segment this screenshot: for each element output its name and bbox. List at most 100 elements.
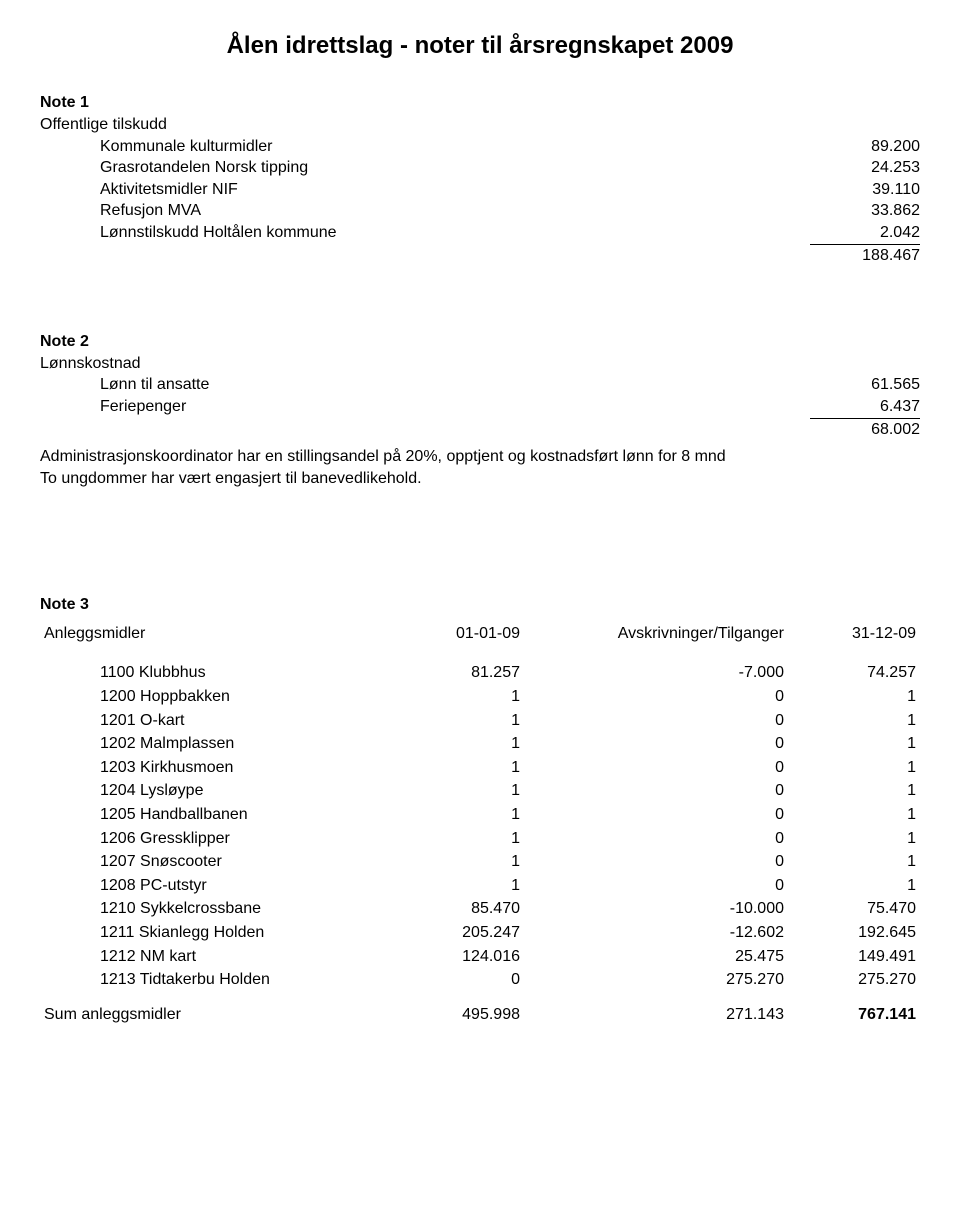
asset-name: 1213 Tidtakerbu Holden	[40, 968, 392, 992]
asset-value-b: 0	[524, 803, 788, 827]
asset-value-b: 0	[524, 709, 788, 733]
asset-value-a: 1	[392, 756, 524, 780]
table-row: 1204 Lysløype 1 0 1	[40, 779, 920, 803]
asset-value-c: 1	[788, 732, 920, 756]
asset-name: 1205 Handballbanen	[40, 803, 392, 827]
asset-value-c: 75.470	[788, 897, 920, 921]
row-label: Lønn til ansatte	[100, 374, 810, 396]
note1-rows: Kommunale kulturmidler 89.200 Grasrotand…	[40, 136, 920, 244]
asset-value-b: 275.270	[524, 968, 788, 992]
note1-row: Lønnstilskudd Holtålen kommune 2.042	[40, 222, 920, 244]
col-header: 31-12-09	[788, 622, 920, 646]
table-row: 1202 Malmplassen 1 0 1	[40, 732, 920, 756]
asset-name: 1202 Malmplassen	[40, 732, 392, 756]
note1-row: Refusjon MVA 33.862	[40, 200, 920, 222]
row-value: 61.565	[810, 374, 920, 396]
row-value: 24.253	[810, 157, 920, 179]
note3-asset-rows: 1100 Klubbhus 81.257 -7.000 74.257 1200 …	[40, 661, 920, 991]
note2-row: Lønn til ansatte 61.565	[40, 374, 920, 396]
asset-value-a: 81.257	[392, 661, 524, 685]
asset-name: 1211 Skianlegg Holden	[40, 921, 392, 945]
asset-name: 1203 Kirkhusmoen	[40, 756, 392, 780]
note1-subheading: Offentlige tilskudd	[40, 114, 920, 136]
note3-table: Anleggsmidler 01-01-09 Avskrivninger/Til…	[40, 622, 920, 1027]
asset-value-b: 0	[524, 874, 788, 898]
sum-c: 767.141	[788, 992, 920, 1027]
table-row: 1100 Klubbhus 81.257 -7.000 74.257	[40, 661, 920, 685]
row-label: Grasrotandelen Norsk tipping	[100, 157, 810, 179]
asset-value-b: -7.000	[524, 661, 788, 685]
table-row: 1200 Hoppbakken 1 0 1	[40, 685, 920, 709]
row-label: Aktivitetsmidler NIF	[100, 179, 810, 201]
asset-value-c: 1	[788, 756, 920, 780]
row-value: 89.200	[810, 136, 920, 158]
table-row: 1206 Gressklipper 1 0 1	[40, 827, 920, 851]
asset-value-a: 1	[392, 827, 524, 851]
asset-name: 1207 Snøscooter	[40, 850, 392, 874]
note2-total: 68.002	[40, 418, 920, 441]
asset-value-c: 192.645	[788, 921, 920, 945]
note1-row: Grasrotandelen Norsk tipping 24.253	[40, 157, 920, 179]
asset-name: 1212 NM kart	[40, 945, 392, 969]
table-row: 1212 NM kart 124.016 25.475 149.491	[40, 945, 920, 969]
note2-subheading: Lønnskostnad	[40, 353, 920, 375]
asset-value-c: 1	[788, 685, 920, 709]
table-row: 1205 Handballbanen 1 0 1	[40, 803, 920, 827]
note1-total: 188.467	[40, 244, 920, 267]
col-header: Avskrivninger/Tilganger	[524, 622, 788, 646]
table-row: 1208 PC-utstyr 1 0 1	[40, 874, 920, 898]
row-label: Lønnstilskudd Holtålen kommune	[100, 222, 810, 244]
page-title: Ålen idrettslag - noter til årsregnskape…	[40, 30, 920, 62]
table-header-row: Anleggsmidler 01-01-09 Avskrivninger/Til…	[40, 622, 920, 646]
asset-value-c: 149.491	[788, 945, 920, 969]
asset-value-a: 1	[392, 685, 524, 709]
table-row: 1210 Sykkelcrossbane 85.470 -10.000 75.4…	[40, 897, 920, 921]
total-value: 68.002	[810, 418, 920, 441]
asset-value-c: 74.257	[788, 661, 920, 685]
asset-value-a: 1	[392, 803, 524, 827]
sum-a: 495.998	[392, 992, 524, 1027]
asset-value-c: 1	[788, 709, 920, 733]
table-row: 1201 O-kart 1 0 1	[40, 709, 920, 733]
asset-value-a: 124.016	[392, 945, 524, 969]
row-label: Kommunale kulturmidler	[100, 136, 810, 158]
note2-row: Feriepenger 6.437	[40, 396, 920, 418]
row-value: 33.862	[810, 200, 920, 222]
asset-value-a: 1	[392, 779, 524, 803]
asset-value-b: 0	[524, 756, 788, 780]
table-row: 1211 Skianlegg Holden 205.247 -12.602 19…	[40, 921, 920, 945]
asset-value-b: -12.602	[524, 921, 788, 945]
asset-value-a: 85.470	[392, 897, 524, 921]
asset-value-c: 1	[788, 803, 920, 827]
asset-value-c: 1	[788, 850, 920, 874]
row-value: 6.437	[810, 396, 920, 418]
table-row: 1203 Kirkhusmoen 1 0 1	[40, 756, 920, 780]
asset-name: 1201 O-kart	[40, 709, 392, 733]
sum-label: Sum anleggsmidler	[40, 992, 392, 1027]
asset-value-a: 0	[392, 968, 524, 992]
table-row: 1213 Tidtakerbu Holden 0 275.270 275.270	[40, 968, 920, 992]
asset-value-b: 25.475	[524, 945, 788, 969]
note1-row: Aktivitetsmidler NIF 39.110	[40, 179, 920, 201]
asset-value-c: 1	[788, 827, 920, 851]
total-label	[100, 418, 810, 441]
note2-heading: Note 2	[40, 331, 920, 353]
asset-value-b: 0	[524, 827, 788, 851]
asset-name: 1200 Hoppbakken	[40, 685, 392, 709]
col-header: Anleggsmidler	[40, 622, 392, 646]
note1-heading: Note 1	[40, 92, 920, 114]
asset-value-a: 1	[392, 709, 524, 733]
total-label	[100, 244, 810, 267]
row-label: Refusjon MVA	[100, 200, 810, 222]
asset-value-c: 1	[788, 874, 920, 898]
asset-value-b: 0	[524, 850, 788, 874]
total-value: 188.467	[810, 244, 920, 267]
row-label: Feriepenger	[100, 396, 810, 418]
asset-name: 1210 Sykkelcrossbane	[40, 897, 392, 921]
note3-sum-row: Sum anleggsmidler 495.998 271.143 767.14…	[40, 992, 920, 1027]
asset-value-b: -10.000	[524, 897, 788, 921]
asset-value-b: 0	[524, 732, 788, 756]
asset-value-b: 0	[524, 779, 788, 803]
asset-value-a: 1	[392, 732, 524, 756]
note3-heading: Note 3	[40, 594, 920, 616]
